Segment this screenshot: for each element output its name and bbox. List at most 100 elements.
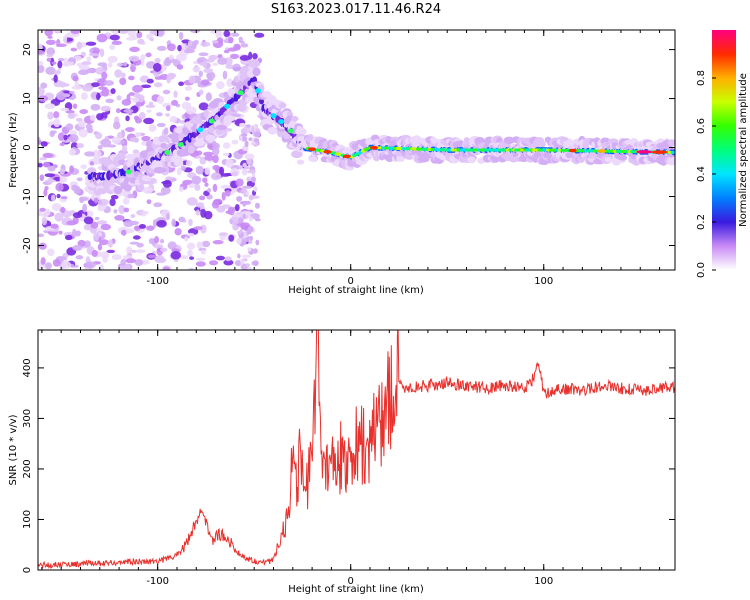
- snr-x-tick-label: 100: [534, 576, 553, 587]
- spectrogram-noise-blob: [90, 103, 101, 111]
- spectrogram-noise-blob: [224, 256, 232, 262]
- spectrogram-noise-blob: [78, 197, 89, 201]
- spectrogram-halo-blob: [95, 188, 107, 195]
- spectrogram-noise-blob: [119, 77, 127, 86]
- spectrogram-noise-blob: [72, 75, 79, 82]
- spectrogram-noise-blob: [61, 138, 71, 143]
- spectrogram-noise-blob: [63, 134, 68, 141]
- spectrogram-noise-blob: [60, 261, 72, 269]
- spectrogram-noise-blob: [242, 136, 248, 142]
- spectrogram-noise-blob: [142, 186, 153, 194]
- spectrogram-y-tick-label: 10: [22, 92, 33, 105]
- spectrogram-noise-blob: [53, 111, 60, 119]
- spectrogram-noise-blob: [159, 247, 168, 252]
- spectrogram-noise-blob: [38, 50, 45, 55]
- spectrogram-noise-blob: [81, 61, 92, 66]
- spectrogram-noise-blob: [147, 254, 157, 259]
- spectrogram-noise-blob: [193, 226, 203, 230]
- spectrogram-y-tick-label: -20: [22, 237, 33, 253]
- spectrogram-noise-blob: [38, 233, 45, 238]
- spectrogram-noise-blob: [47, 165, 56, 172]
- spectrogram-noise-blob: [42, 161, 51, 168]
- spectrogram-noise-blob: [184, 236, 189, 242]
- spectrogram-noise-blob: [113, 209, 118, 214]
- spectrogram-noise-blob: [97, 198, 109, 206]
- spectrogram-noise-blob: [229, 53, 239, 60]
- spectrogram-noise-blob: [176, 167, 182, 176]
- spectrogram-noise-blob: [132, 84, 144, 93]
- spectrogram-noise-blob: [211, 40, 219, 44]
- spectrogram-hotspot-blob: [342, 154, 351, 159]
- spectrogram-noise-blob: [161, 180, 171, 185]
- spectrogram-noise-blob: [56, 43, 67, 48]
- spectrogram-noise-blob: [125, 258, 137, 264]
- spectrogram-noise-blob: [235, 178, 244, 187]
- spectrogram-noise-blob: [126, 246, 133, 254]
- spectrogram-noise-blob: [76, 177, 83, 182]
- spectrogram-hotspot-blob: [651, 150, 668, 154]
- spectrogram-ridge-peak-blob: [287, 128, 294, 134]
- spectrogram-noise-blob: [99, 48, 105, 57]
- spectrogram-noise-blob: [210, 30, 219, 34]
- spectrogram-noise-blob: [38, 242, 47, 250]
- snr-series-line: [38, 330, 675, 570]
- spectrogram-noise-blob: [126, 93, 131, 103]
- spectrogram-noise-blob: [204, 167, 211, 175]
- spectrogram-noise-blob: [246, 176, 250, 182]
- spectrogram-halo-blob: [503, 136, 515, 145]
- spectrogram-halo-blob: [187, 145, 196, 154]
- spectrogram-noise-blob: [228, 234, 235, 242]
- spectrogram-noise-blob: [212, 183, 218, 193]
- snr-y-tick-label: 400: [22, 358, 33, 377]
- spectrogram-noise-blob: [236, 196, 243, 202]
- spectrogram-noise-blob: [121, 229, 127, 236]
- spectrogram-noise-blob: [45, 39, 56, 46]
- spectrogram-noise-blob: [215, 81, 225, 90]
- spectrogram-noise-blob: [178, 216, 186, 223]
- spectrogram-noise-blob: [128, 75, 135, 81]
- spectrogram-halo-blob: [463, 137, 470, 143]
- spectrogram-noise-blob: [174, 228, 182, 236]
- spectrogram-noise-blob: [195, 150, 203, 156]
- spectrogram-halo-blob: [604, 156, 612, 163]
- spectrogram-noise-blob: [45, 179, 56, 183]
- spectrogram-halo-blob: [158, 135, 166, 143]
- spectrogram-noise-blob: [69, 165, 74, 174]
- spectrogram-noise-blob: [156, 45, 167, 51]
- spectrogram-noise-blob: [96, 220, 108, 225]
- spectrogram-noise-blob: [241, 168, 248, 176]
- spectrogram-noise-blob: [41, 212, 49, 218]
- spectrogram-noise-blob: [78, 64, 90, 71]
- spectrogram-noise-blob: [146, 109, 152, 113]
- spectrogram-noise-blob: [249, 169, 256, 174]
- spectrogram-noise-blob: [240, 128, 247, 134]
- spectrogram-noise-blob: [246, 200, 251, 205]
- spectrogram-noise-blob: [65, 123, 74, 131]
- spectrogram-noise-blob: [183, 48, 195, 54]
- spectrogram-noise-blob: [121, 145, 128, 153]
- spectrogram-noise-blob: [42, 152, 54, 158]
- spectrogram-ridge-peak-blob: [270, 113, 277, 119]
- spectrogram-halo-blob: [538, 140, 546, 148]
- spectrogram-noise-blob: [206, 77, 214, 82]
- spectrogram-noise-blob: [156, 30, 165, 37]
- spectrogram-noise-blob: [215, 255, 226, 261]
- spectrogram-noise-blob: [167, 43, 176, 52]
- spectrogram-noise-blob: [65, 32, 76, 39]
- spectrogram-noise-blob: [68, 57, 76, 62]
- spectrogram-noise-blob: [44, 262, 52, 270]
- spectrogram-noise-blob: [156, 192, 167, 196]
- spectrogram-noise-blob: [53, 30, 62, 33]
- spectrogram-noise-blob: [130, 213, 136, 219]
- spectrogram-noise-blob: [90, 221, 99, 229]
- colorbar-tick-label: 0.4: [696, 166, 707, 182]
- spectrogram-noise-blob: [59, 142, 65, 147]
- spectrogram-noise-blob: [68, 133, 79, 143]
- spectrogram-halo-blob: [160, 143, 168, 149]
- spectrogram-noise-blob: [179, 43, 188, 51]
- spectrogram-noise-blob: [241, 132, 248, 137]
- snr-x-tick-label: 0: [348, 576, 354, 587]
- spectrogram-noise-blob: [198, 195, 206, 201]
- spectrogram-noise-blob: [57, 132, 65, 141]
- spectrogram-noise-blob: [47, 248, 55, 257]
